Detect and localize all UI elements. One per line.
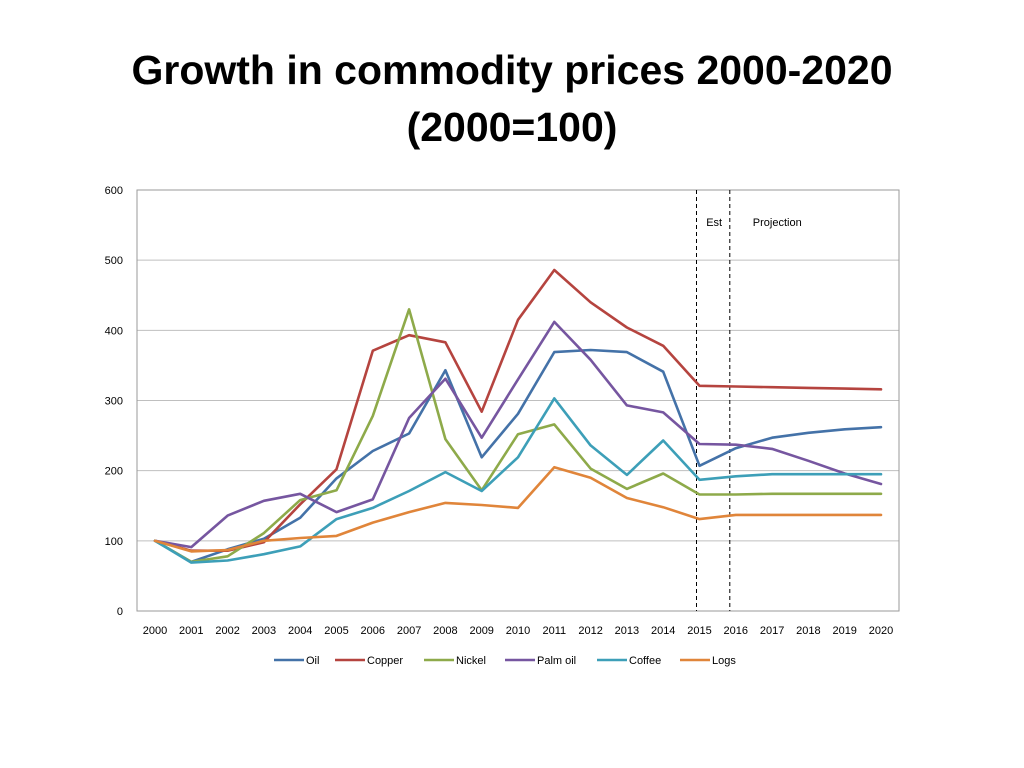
y-tick-label: 100 (105, 536, 123, 548)
y-tick-label: 0 (117, 606, 123, 618)
est-label: Est (706, 217, 722, 229)
chart-title: Growth in commodity prices 2000-2020 (20… (0, 42, 1024, 156)
x-tick-label: 2003 (252, 625, 276, 637)
x-tick-label: 2010 (506, 625, 530, 637)
y-tick-label: 300 (105, 396, 123, 408)
series-line-coffee (153, 397, 883, 564)
x-tick-label: 2016 (724, 625, 748, 637)
y-tick-label: 500 (105, 255, 123, 267)
projection-label: Projection (753, 217, 802, 229)
legend-label-coffee: Coffee (629, 655, 661, 667)
x-tick-label: 2008 (433, 625, 457, 637)
x-tick-label: 2000 (143, 625, 167, 637)
x-tick-label: 2001 (179, 625, 203, 637)
plot-area (136, 189, 900, 612)
x-tick-label: 2002 (215, 625, 239, 637)
y-tick-label: 400 (105, 325, 123, 337)
x-tick-label: 2011 (542, 625, 566, 637)
legend-label-copper: Copper (367, 655, 403, 667)
chart-title-line-1: Growth in commodity prices 2000-2020 (131, 47, 893, 93)
series-line-copper (153, 268, 883, 553)
x-tick-label: 2020 (869, 625, 893, 637)
x-tick-label: 2015 (687, 625, 711, 637)
x-tick-label: 2019 (832, 625, 856, 637)
y-tick-label: 200 (105, 466, 123, 478)
x-tick-label: 2014 (651, 625, 675, 637)
x-tick-label: 2004 (288, 625, 312, 637)
series-line-logs (153, 465, 883, 553)
series-line-palm-oil (153, 320, 883, 549)
series-line-nickel (153, 307, 883, 564)
chart-title-line-2: (2000=100) (406, 104, 618, 150)
series-line-oil (153, 348, 883, 564)
x-tick-label: 2018 (796, 625, 820, 637)
x-tick-label: 2013 (615, 625, 639, 637)
legend-label-logs: Logs (712, 655, 736, 667)
x-tick-label: 2007 (397, 625, 421, 637)
x-tick-label: 2012 (578, 625, 602, 637)
x-tick-label: 2005 (324, 625, 348, 637)
x-tick-label: 2017 (760, 625, 784, 637)
legend-label-oil: Oil (306, 655, 319, 667)
x-tick-label: 2006 (361, 625, 385, 637)
x-tick-label: 2009 (469, 625, 493, 637)
y-tick-label: 600 (105, 185, 123, 197)
legend-label-palm-oil: Palm oil (537, 655, 576, 667)
legend-label-nickel: Nickel (456, 655, 486, 667)
